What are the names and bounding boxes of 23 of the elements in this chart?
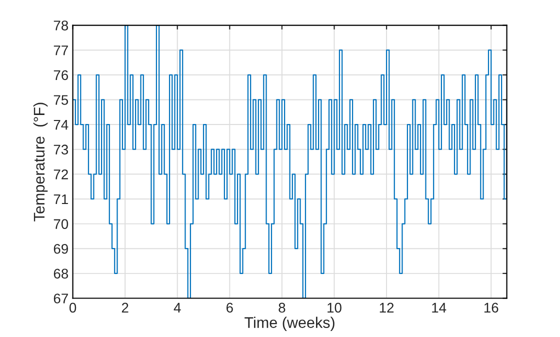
x-tick-label: 14: [432, 302, 446, 312]
x-tick-label: 16: [484, 302, 498, 313]
x-tick-label: 2: [122, 302, 128, 312]
y-tick-label: 76: [54, 70, 68, 80]
y-tick-label: 68: [54, 268, 68, 279]
y-tick-label: 69: [54, 244, 68, 254]
x-tick-label: 4: [174, 302, 181, 312]
x-tick-label: 12: [380, 302, 394, 312]
y-tick-label: 72: [54, 170, 68, 180]
y-tick-label: 77: [54, 46, 68, 56]
x-tick-label: 0: [69, 302, 76, 313]
y-tick-label: 75: [54, 95, 68, 105]
x-tick-label: 6: [226, 302, 233, 313]
y-axis-title: Temperature (°F): [33, 102, 48, 222]
x-tick-label: 10: [328, 302, 342, 313]
y-tick-label: 78: [54, 20, 68, 30]
y-tick-label: 67: [54, 294, 68, 304]
y-tick-label: 71: [54, 194, 68, 204]
y-tick-label: 74: [54, 120, 68, 130]
x-axis-title: Time (weeks): [244, 316, 334, 331]
y-tick-label: 73: [54, 144, 68, 155]
x-tick-label: 8: [278, 302, 286, 313]
y-tick-label: 70: [54, 219, 68, 229]
